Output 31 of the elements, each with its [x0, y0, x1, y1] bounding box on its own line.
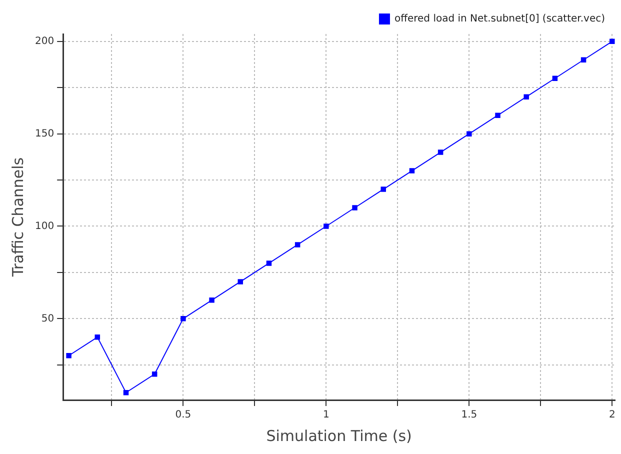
- y-axis-title: Traffic Channels: [8, 157, 27, 278]
- point: [552, 76, 558, 81]
- point: [152, 372, 158, 377]
- point: [209, 298, 214, 303]
- point: [380, 186, 386, 192]
- x-axis-title: Simulation Time (s): [266, 426, 412, 445]
- x-tick-label: 1: [322, 410, 330, 421]
- x-tick-label: 2: [608, 410, 616, 421]
- point: [123, 390, 129, 396]
- y-tick-label: 150: [34, 128, 54, 140]
- x-tick-label: 1.5: [461, 410, 478, 421]
- point: [352, 205, 358, 210]
- point: [94, 334, 100, 340]
- point: [294, 242, 300, 248]
- legend-label: offered load in Net.subnet[0] (scatter.vec): [394, 14, 606, 25]
- point: [266, 260, 272, 266]
- point: [409, 168, 415, 174]
- point: [238, 279, 244, 284]
- x-tick-label: 0.5: [175, 410, 192, 421]
- point: [180, 316, 186, 322]
- point: [524, 94, 529, 100]
- y-tick-label: 100: [34, 220, 54, 232]
- point: [66, 353, 72, 358]
- y-tick-label: 50: [41, 313, 54, 324]
- point: [324, 224, 329, 229]
- point: [580, 57, 586, 62]
- y-tick-label: 200: [34, 36, 54, 47]
- point: [495, 112, 500, 118]
- point: [438, 150, 444, 155]
- point: [466, 131, 472, 136]
- point: [610, 38, 615, 44]
